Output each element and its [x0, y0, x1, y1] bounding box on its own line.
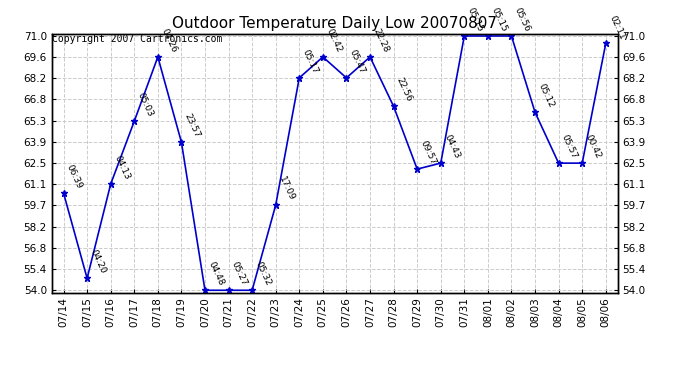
- Text: 22:28: 22:28: [371, 27, 391, 54]
- Text: 05:47: 05:47: [348, 48, 367, 75]
- Text: 05:32: 05:32: [253, 260, 273, 288]
- Text: 09:57: 09:57: [419, 139, 437, 166]
- Text: 05:15: 05:15: [466, 6, 485, 33]
- Text: 05:27: 05:27: [230, 260, 249, 288]
- Text: 02:11: 02:11: [607, 13, 627, 41]
- Text: 04:43: 04:43: [442, 134, 461, 160]
- Text: 00:42: 00:42: [584, 134, 602, 160]
- Text: 05:17: 05:17: [301, 48, 319, 75]
- Text: 05:57: 05:57: [560, 133, 579, 160]
- Text: 17:09: 17:09: [277, 175, 296, 202]
- Text: 04:13: 04:13: [112, 154, 131, 181]
- Text: 02:42: 02:42: [324, 27, 343, 54]
- Text: 04:48: 04:48: [206, 261, 226, 288]
- Text: Copyright 2007 Cartronics.com: Copyright 2007 Cartronics.com: [52, 34, 222, 44]
- Text: 05:12: 05:12: [536, 82, 555, 110]
- Text: 05:03: 05:03: [136, 91, 155, 118]
- Text: 05:56: 05:56: [513, 6, 532, 33]
- Text: 04:26: 04:26: [159, 27, 178, 54]
- Text: 05:15: 05:15: [489, 6, 509, 33]
- Text: 22:56: 22:56: [395, 76, 414, 104]
- Text: 06:39: 06:39: [65, 163, 84, 190]
- Text: 23:57: 23:57: [183, 112, 202, 140]
- Title: Outdoor Temperature Daily Low 20070807: Outdoor Temperature Daily Low 20070807: [172, 16, 497, 31]
- Text: 04:20: 04:20: [88, 249, 108, 276]
